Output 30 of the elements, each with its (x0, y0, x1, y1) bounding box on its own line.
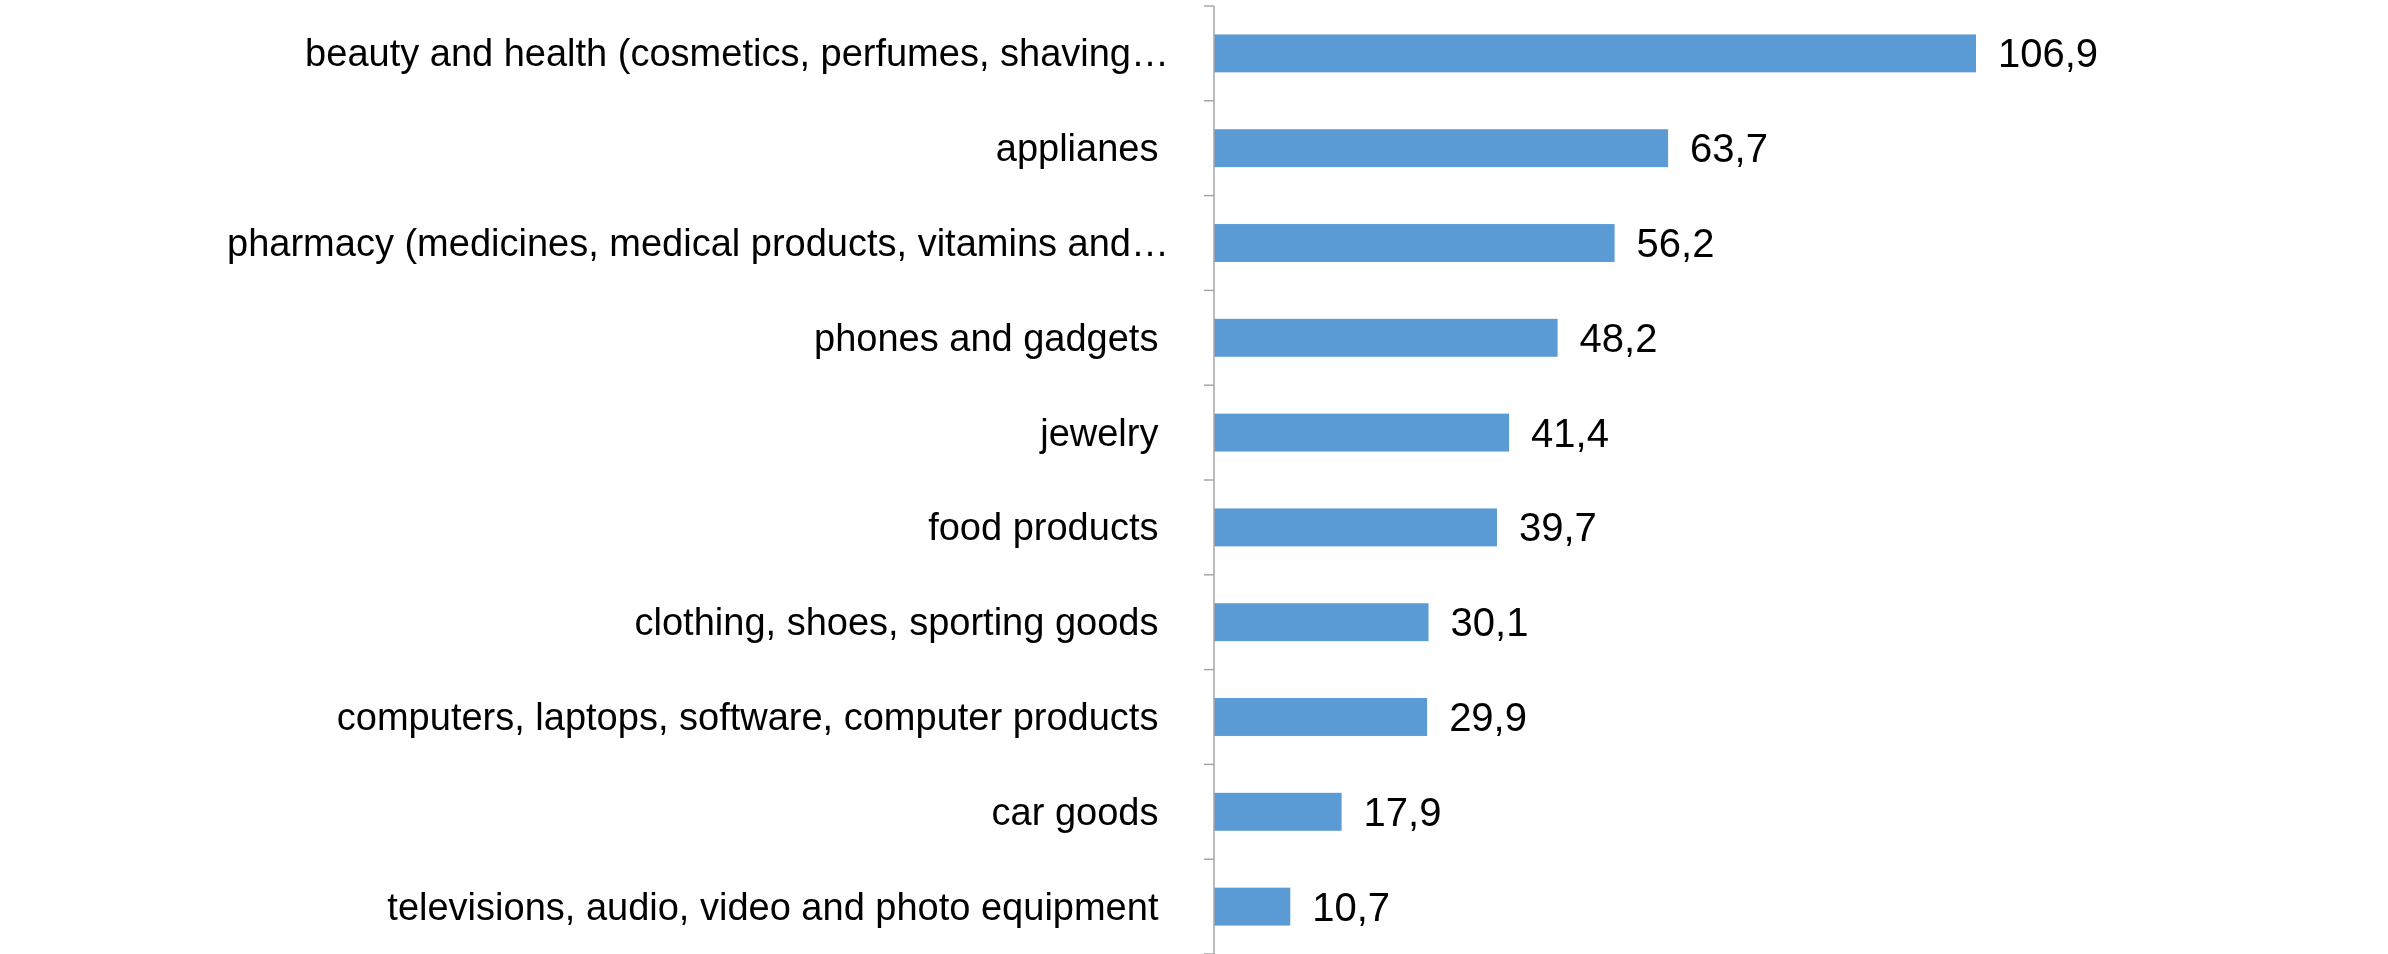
y-tick-label: car goods (991, 790, 1169, 833)
bar (1214, 318, 1558, 357)
y-tick-label: pharmacy (medicines, medical products, vitamins and… (227, 222, 1169, 264)
data-label: 63,7 (1690, 126, 1768, 171)
bar (1214, 129, 1669, 168)
data-label: 48,2 (1579, 315, 1658, 360)
data-label: 56,2 (1636, 221, 1715, 265)
data-label: 106,9 (1998, 31, 2099, 76)
bar (1214, 603, 1429, 642)
y-tick-label: computers, laptops, software, computer products (336, 696, 1169, 738)
bar (1214, 224, 1615, 262)
y-tick-label: televisions, audio, video and photo equipment (387, 885, 1169, 928)
y-tick-label: beauty and health (cosmetics, perfumes, shaving… (305, 32, 1169, 75)
bar (1214, 413, 1510, 452)
data-label: 10,7 (1312, 884, 1391, 929)
bar (1214, 508, 1497, 547)
bar (1214, 698, 1428, 736)
y-tick-label: applianes (995, 127, 1169, 170)
data-label: 39,7 (1518, 505, 1597, 550)
bar (1214, 792, 1342, 831)
y-tick-label: food products (928, 506, 1169, 549)
y-tick-label: jewelry (1039, 411, 1169, 454)
y-tick-label: clothing, shoes, sporting goods (634, 601, 1169, 644)
y-tick-label: phones and gadgets (814, 316, 1169, 359)
data-label: 30,1 (1450, 600, 1529, 645)
bar (1214, 887, 1291, 926)
data-label: 29,9 (1449, 695, 1527, 739)
data-label: 41,4 (1531, 410, 1609, 455)
data-label: 17,9 (1363, 789, 1442, 834)
bar (1214, 34, 1976, 73)
